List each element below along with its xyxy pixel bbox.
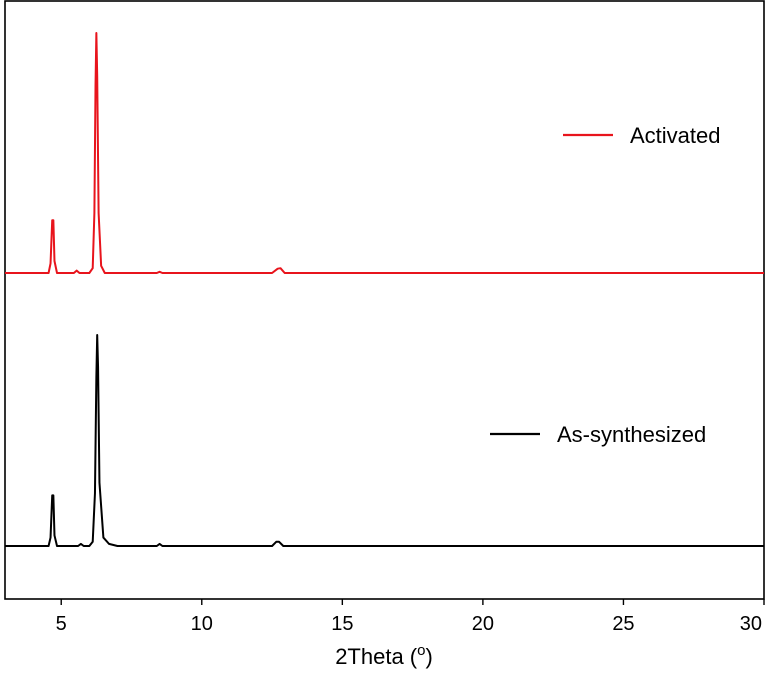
x-axis-title-main: 2Theta ( bbox=[335, 644, 418, 669]
x-axis-title: 2Theta (o) bbox=[335, 642, 433, 669]
x-tick-label: 15 bbox=[331, 613, 353, 635]
x-axis-title-close: ) bbox=[425, 644, 432, 669]
plot-frame bbox=[4, 0, 765, 600]
legend-label-as-synthesized: As-synthesized bbox=[557, 422, 706, 447]
legend: Activated As-synthesized bbox=[490, 123, 721, 447]
legend-label-activated: Activated bbox=[630, 123, 721, 148]
x-tick-label: 5 bbox=[56, 613, 67, 635]
x-tick-label: 20 bbox=[472, 613, 494, 635]
x-tick-label: 25 bbox=[612, 613, 634, 635]
traces bbox=[5, 32, 764, 547]
series-line-as-synthesized bbox=[5, 334, 764, 547]
x-tick-label: 10 bbox=[191, 613, 213, 635]
x-tick-label: 30 bbox=[740, 613, 762, 635]
x-axis-ticks: 5 10 15 20 25 30 bbox=[56, 599, 765, 635]
series-line-activated bbox=[5, 32, 764, 274]
x-axis-title-superscript: o bbox=[417, 642, 425, 659]
